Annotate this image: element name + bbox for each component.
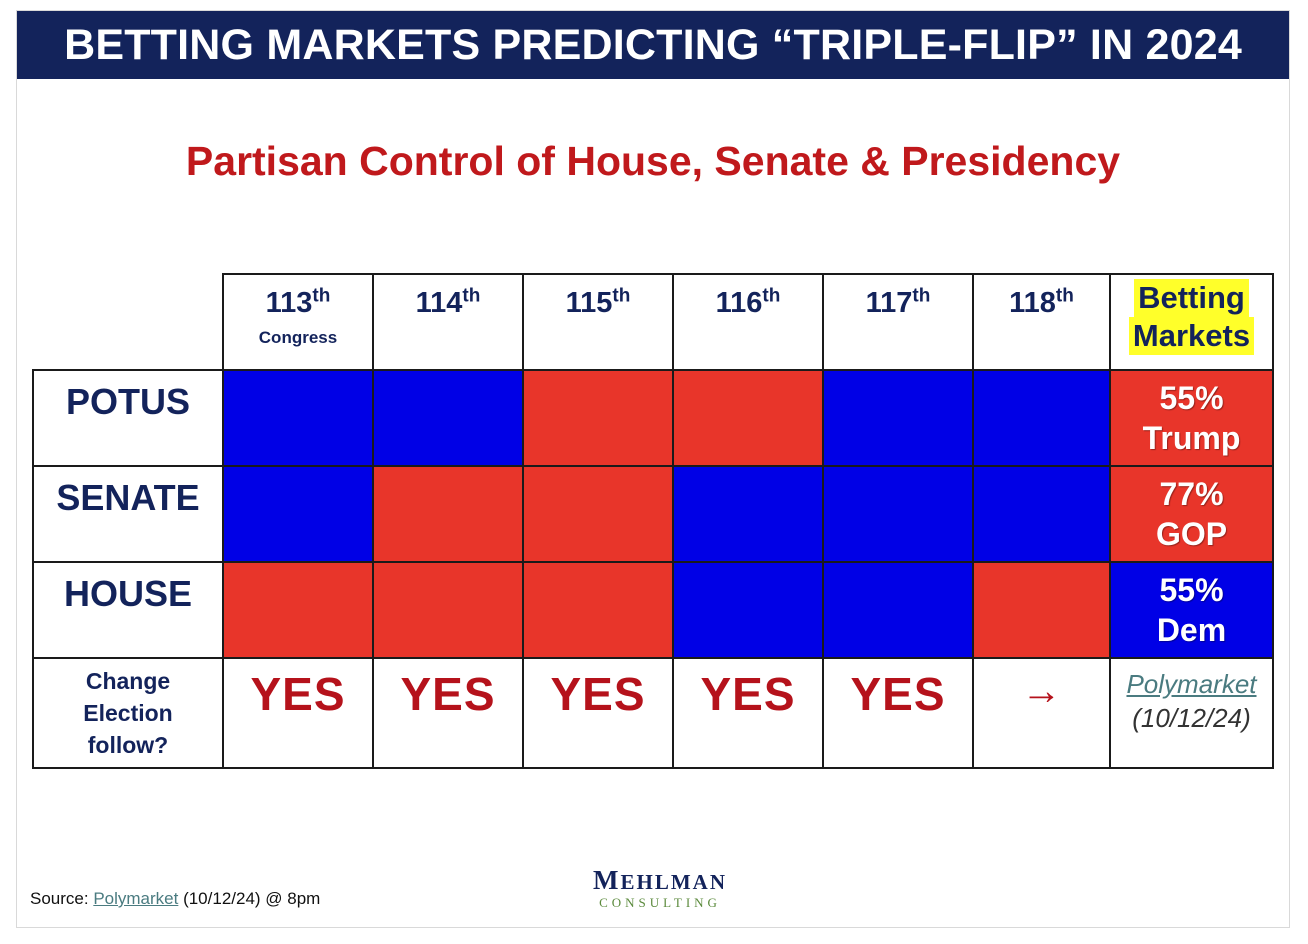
cell-potus-113: [222, 369, 374, 467]
row-potus: POTUS 55% Trump: [32, 369, 1274, 467]
cell-senate-118: [972, 465, 1111, 563]
polymarket-link[interactable]: Polymarket: [1126, 669, 1257, 699]
cell-potus-114: [372, 369, 524, 467]
cell-house-115: [522, 561, 674, 659]
change-115: YES: [522, 657, 674, 769]
cell-senate-114: [372, 465, 524, 563]
chart-subtitle: Partisan Control of House, Senate & Pres…: [185, 138, 1121, 184]
logo-name: MEHLMAN: [593, 865, 727, 895]
cell-potus-118: [972, 369, 1111, 467]
col-116: 116th: [672, 273, 824, 371]
cell-senate-115: [522, 465, 674, 563]
col-113: 113th Congress: [222, 273, 374, 371]
col-115: 115th: [522, 273, 674, 371]
cell-house-116: [672, 561, 824, 659]
header-row: 113th Congress 114th 115th 116th 117th 11…: [33, 273, 1274, 371]
change-114: YES: [372, 657, 524, 769]
change-118-arrow: →: [972, 657, 1111, 769]
market-senate: 77% GOP: [1109, 465, 1274, 563]
market-potus: 55% Trump: [1109, 369, 1274, 467]
cell-house-117: [822, 561, 974, 659]
control-table: 113th Congress 114th 115th 116th 117th 11…: [32, 273, 1274, 769]
row-label-potus: POTUS: [32, 369, 224, 467]
market-source: Polymarket (10/12/24): [1109, 657, 1274, 769]
cell-house-114: [372, 561, 524, 659]
cell-house-113: [222, 561, 374, 659]
col-betting-markets: Betting Markets: [1109, 273, 1274, 371]
row-label-change: Change Election follow?: [32, 657, 224, 769]
row-house: HOUSE 55% Dem: [32, 561, 1274, 659]
cell-potus-116: [672, 369, 824, 467]
cell-senate-117: [822, 465, 974, 563]
source-polymarket-link[interactable]: Polymarket: [93, 889, 179, 908]
source-note: Source: Polymarket (10/12/24) @ 8pm: [30, 889, 321, 908]
cell-house-118: [972, 561, 1111, 659]
row-label-senate: SENATE: [32, 465, 224, 563]
change-116: YES: [672, 657, 824, 769]
col-114: 114th: [372, 273, 524, 371]
mehlman-consulting-logo: MEHLMAN CONSULTING: [560, 866, 760, 910]
banner-title: BETTING MARKETS PREDICTING “TRIPLE-FLIP”…: [17, 11, 1289, 79]
cell-senate-113: [222, 465, 374, 563]
cell-potus-115: [522, 369, 674, 467]
market-source-date: (10/12/24): [1132, 703, 1251, 733]
change-117: YES: [822, 657, 974, 769]
row-change: Change Election follow? YES YES YES YES …: [32, 657, 1274, 769]
row-senate: SENATE 77% GOP: [32, 465, 1274, 563]
row-label-house: HOUSE: [32, 561, 224, 659]
corner-cell: [33, 274, 224, 371]
col-117: 117th: [822, 273, 974, 371]
col-118: 118th: [972, 273, 1111, 371]
logo-tagline: CONSULTING: [599, 895, 721, 910]
cell-senate-116: [672, 465, 824, 563]
change-113: YES: [222, 657, 374, 769]
cell-potus-117: [822, 369, 974, 467]
market-house: 55% Dem: [1109, 561, 1274, 659]
